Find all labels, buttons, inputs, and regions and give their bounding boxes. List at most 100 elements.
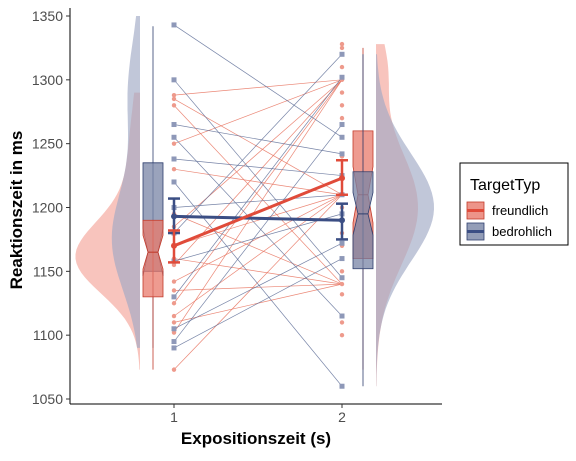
legend: TargetTyp freundlich bedrohlich [459,162,569,246]
point-freundlich-x2 [339,64,345,70]
point-freundlich-x1 [171,313,177,319]
mean-point-freundlich-x2 [339,175,345,182]
point-bedrohlich-x2 [339,256,345,262]
subject-line-freundlich [173,258,343,285]
x-tick-label-1: 1 [170,409,178,425]
subject-line-freundlich [173,194,343,317]
point-bedrohlich-x2 [339,74,345,80]
point-bedrohlich-x1 [171,77,177,83]
point-bedrohlich-x1 [171,179,177,185]
point-bedrohlich-x2 [339,383,345,389]
subject-line-freundlich [173,79,343,304]
mean-point-bedrohlich-x2 [339,217,345,224]
mean-line-bedrohlich [173,214,343,222]
density-halves [75,16,434,387]
legend-title: TargetTyp [470,177,540,194]
point-bedrohlich-x2 [339,51,345,57]
subject-line-freundlich [173,194,343,370]
subject-line-freundlich [173,213,343,285]
raw-points [171,22,345,389]
point-freundlich-x1 [171,367,177,372]
subject-line-bedrohlich [173,194,343,208]
point-bedrohlich-x1 [171,122,177,128]
subject-line-bedrohlich [173,54,343,234]
subject-line-bedrohlich [173,213,343,262]
legend-items: freundlich bedrohlich [466,201,552,241]
subject-line-bedrohlich [173,258,343,349]
point-freundlich-x1 [171,301,177,306]
y-tick-label-1350: 1350 [32,8,63,24]
point-bedrohlich-x2 [339,134,345,140]
density-bedrohlich-x1 [111,16,140,348]
mean-point-freundlich-x1 [171,242,177,249]
point-bedrohlich-x1 [171,345,177,351]
y-tick-label-1200: 1200 [32,200,63,216]
x-tick-label-2: 2 [338,409,346,425]
subject-line-freundlich [173,283,343,291]
point-freundlich-x2 [339,269,345,274]
point-freundlich-x1 [171,141,177,146]
axes: 1050 1100 1150 1200 1250 1300 1350 1 2 [32,8,442,425]
point-bedrohlich-x2 [339,240,345,246]
point-freundlich-x1 [171,320,177,325]
subject-line-freundlich [173,79,343,227]
point-freundlich-x1 [171,103,177,108]
point-freundlich-x2 [339,103,345,108]
box-freundlich-x1 [142,219,164,298]
legend-label-bedrohlich: bedrohlich [492,224,552,239]
y-tick-label-1050: 1050 [32,391,63,407]
y-axis-title: Reaktionszeit in ms [7,131,26,290]
point-bedrohlich-x1 [171,156,177,162]
point-freundlich-x2 [339,115,345,121]
subject-line-bedrohlich [173,158,343,176]
point-freundlich-x1 [171,279,177,284]
boxplots [142,26,374,387]
point-bedrohlich-x1 [171,294,177,300]
point-bedrohlich-x1 [171,22,177,28]
subject-line-bedrohlich [173,137,343,317]
subject-line-freundlich [173,98,343,196]
y-tick-label-1100: 1100 [33,327,63,343]
point-freundlich-x2 [339,281,345,287]
subject-line-bedrohlich [173,79,343,278]
point-bedrohlich-x2 [339,122,345,128]
subject-line-freundlich [173,194,343,247]
point-freundlich-x2 [339,332,345,338]
point-freundlich-x1 [171,92,177,98]
subject-line-freundlich [173,79,343,144]
x-axis-title: Expositionszeit (s) [181,429,331,448]
point-freundlich-x2 [339,45,345,51]
subject-line-bedrohlich [173,77,343,298]
subject-line-bedrohlich [173,124,343,342]
subject-line-freundlich [173,79,343,96]
point-freundlich-x1 [171,262,177,268]
subject-lines [173,24,343,387]
subject-line-bedrohlich [173,242,343,330]
subject-line-freundlich [173,79,343,333]
point-bedrohlich-x1 [171,339,177,345]
point-freundlich-x1 [171,330,177,335]
subject-line-freundlich [173,105,343,285]
point-bedrohlich-x2 [339,313,345,319]
point-freundlich-x2 [339,41,345,47]
point-freundlich-x2 [339,90,345,95]
point-freundlich-x2 [339,320,345,325]
point-freundlich-x1 [171,167,177,172]
point-bedrohlich-x2 [339,151,345,157]
mean-line-freundlich [173,176,343,248]
subject-line-freundlich [173,194,343,282]
point-freundlich-x1 [171,96,177,102]
mean-lines [168,159,348,264]
point-freundlich-x1 [171,288,177,293]
mean-point-bedrohlich-x1 [171,213,177,220]
box-bedrohlich-x2 [352,171,374,270]
y-tick-label-1250: 1250 [32,136,63,152]
subject-line-bedrohlich [173,24,343,138]
point-freundlich-x2 [339,292,345,297]
point-bedrohlich-x1 [171,326,177,332]
legend-label-freundlich: freundlich [492,203,548,218]
density-bedrohlich-x2 [376,54,434,387]
density-freundlich-x1 [75,92,140,370]
